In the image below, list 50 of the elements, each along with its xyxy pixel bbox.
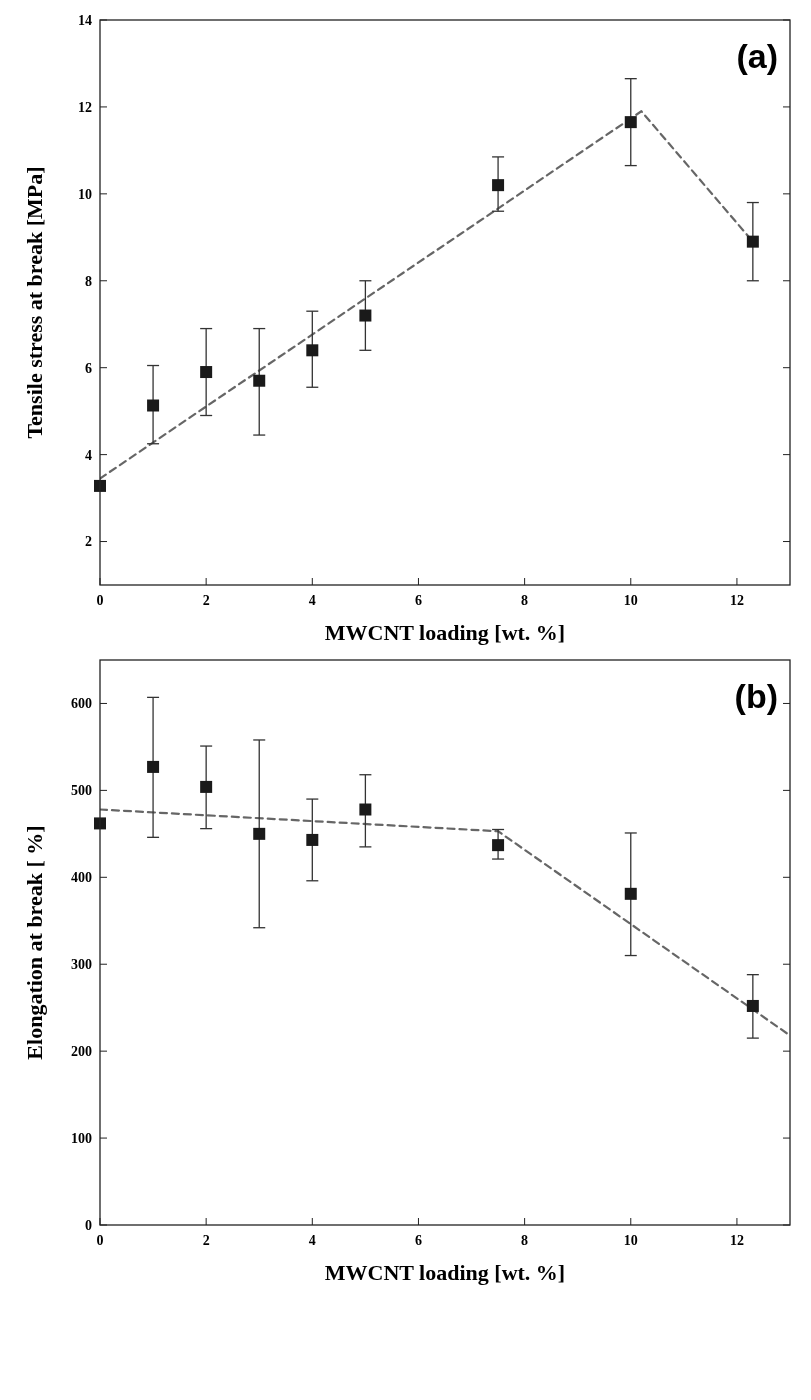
y-tick-label: 300	[71, 957, 92, 973]
point	[492, 839, 505, 852]
point	[147, 760, 160, 773]
y-axis-title: Tensile stress at break [MPa]	[22, 166, 47, 439]
y-tick-label: 500	[71, 783, 92, 799]
x-tick-label: 10	[623, 1233, 638, 1248]
y-tick-label: 10	[78, 186, 92, 202]
point	[253, 374, 266, 387]
y-tick-label: 12	[78, 99, 92, 115]
x-axis-title: MWCNT loading [wt. %]	[324, 1260, 566, 1285]
x-tick-label: 6	[414, 1233, 422, 1248]
y-tick-label: 6	[85, 360, 92, 376]
x-tick-label: 6	[414, 593, 422, 608]
x-tick-label: 12	[729, 593, 744, 608]
x-tick-label: 2	[202, 593, 210, 608]
point	[359, 309, 372, 322]
annotation: (b)	[734, 677, 778, 715]
y-tick-label: 8	[85, 273, 92, 289]
point	[147, 399, 160, 412]
x-tick-label: 8	[521, 1233, 529, 1248]
x-tick-label: 2	[202, 1233, 210, 1248]
y-tick-label: 100	[71, 1130, 92, 1146]
point	[200, 366, 213, 379]
y-tick-label: 200	[71, 1044, 92, 1060]
y-tick-label: 0	[85, 1217, 92, 1233]
y-tick-label: 600	[71, 696, 92, 712]
annotation: (a)	[736, 37, 778, 75]
point	[624, 887, 637, 900]
x-tick-label: 8	[521, 593, 529, 608]
x-tick-label: 0	[96, 1233, 104, 1248]
point	[306, 344, 319, 357]
x-tick-label: 4	[308, 1233, 316, 1248]
point	[624, 116, 637, 129]
point	[492, 179, 505, 192]
point	[746, 235, 759, 248]
x-tick-label: 0	[96, 593, 104, 608]
point	[359, 803, 372, 816]
y-tick-label: 14	[78, 12, 92, 28]
y-tick-label: 2	[85, 534, 92, 550]
x-tick-label: 4	[308, 593, 316, 608]
y-tick-label: 4	[85, 447, 92, 463]
x-tick-label: 10	[623, 593, 638, 608]
y-tick-label: 400	[71, 870, 92, 886]
point	[746, 999, 759, 1012]
y-axis-title: Elongation at break [ %]	[22, 825, 47, 1060]
x-axis-title: MWCNT loading [wt. %]	[324, 620, 566, 645]
x-tick-label: 12	[729, 1233, 744, 1248]
point	[200, 780, 213, 793]
point	[253, 827, 266, 840]
point	[306, 833, 319, 846]
